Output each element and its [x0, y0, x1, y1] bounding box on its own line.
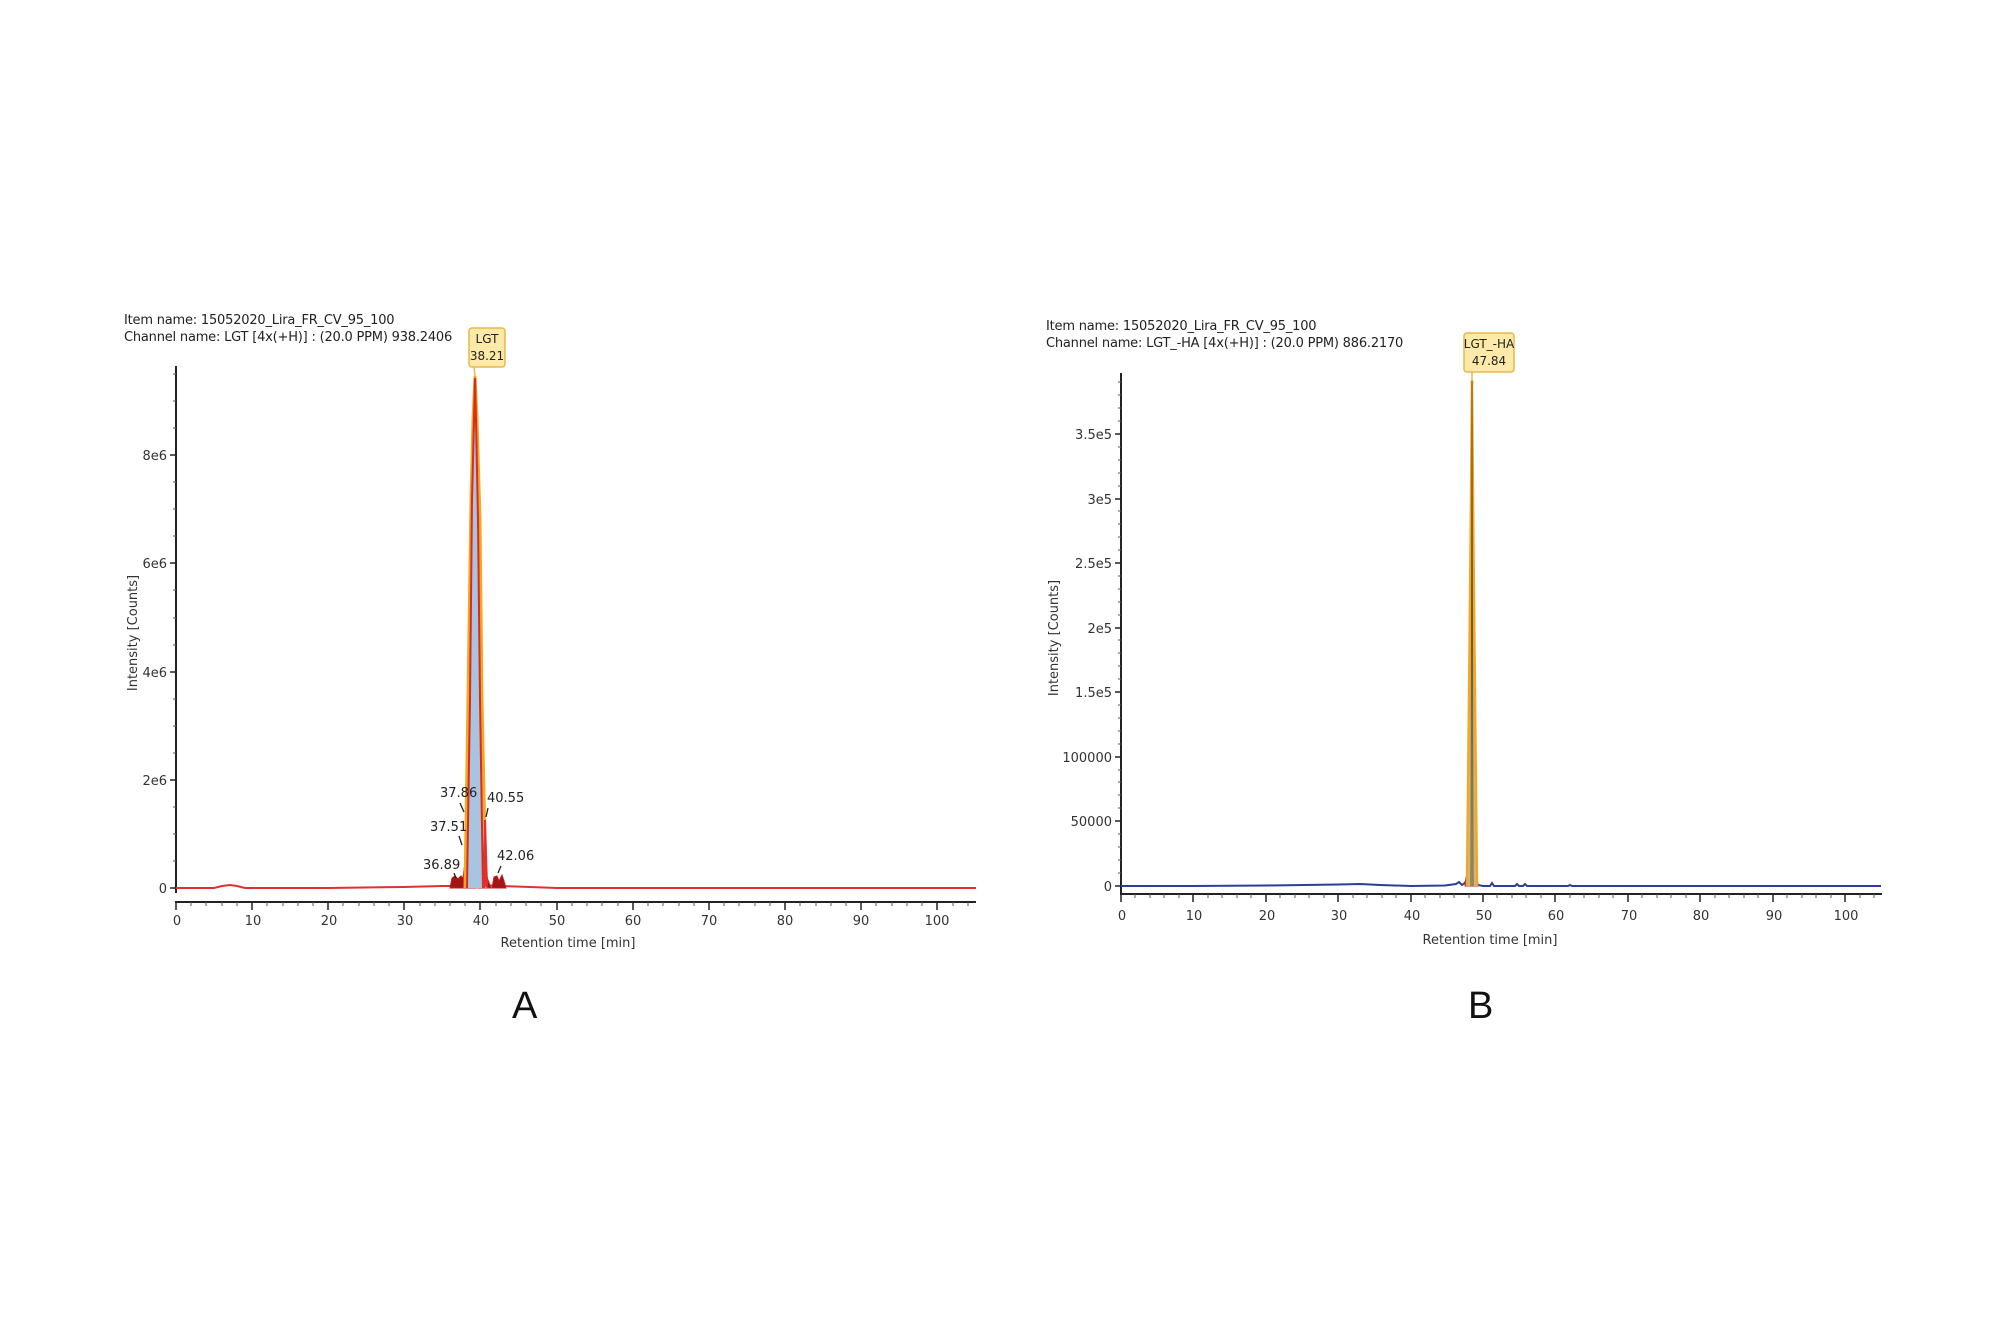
main-peak-fill-a: [466, 378, 484, 888]
peak-label-rt-b: 47.84: [1472, 354, 1506, 368]
ytick-8e6: 8e6: [142, 449, 167, 464]
svg-text:100: 100: [1834, 909, 1859, 924]
svg-text:90: 90: [853, 914, 870, 929]
peak-annotations-a: 37.86 37.51 40.55 36.89 42.06: [423, 786, 534, 879]
svg-text:10: 10: [245, 914, 262, 929]
x-axis-label-a: Retention time [min]: [501, 936, 636, 951]
item-name-b: Item name: 15052020_Lira_FR_CV_95_100: [1046, 319, 1317, 334]
svg-text:20: 20: [1259, 909, 1276, 924]
svg-text:80: 80: [1693, 909, 1710, 924]
peak-label-rt-a: 38.21: [470, 349, 504, 363]
svg-text:50: 50: [549, 914, 566, 929]
ytick-0: 0: [159, 882, 167, 897]
peak-label-name-a: LGT: [476, 332, 500, 346]
annotation-42-06: 42.06: [497, 849, 534, 864]
svg-text:20: 20: [321, 914, 338, 929]
svg-text:90: 90: [1766, 909, 1783, 924]
svg-text:60: 60: [625, 914, 642, 929]
svg-text:30: 30: [1331, 909, 1348, 924]
y-axis-label-b: Intensity [Counts]: [1047, 580, 1062, 696]
svg-text:80: 80: [777, 914, 794, 929]
channel-name-a: Channel name: LGT [4x(+H)] : (20.0 PPM) …: [124, 330, 453, 345]
svg-text:0: 0: [1104, 880, 1112, 895]
annotation-36-89: 36.89: [423, 858, 460, 873]
svg-text:50000: 50000: [1071, 815, 1112, 830]
svg-text:3e5: 3e5: [1087, 493, 1112, 508]
panel-letter-b: B: [1468, 985, 1494, 1027]
ytick-6e6: 6e6: [142, 557, 167, 572]
x-axis-a: 0 10 20 30 40 50 60 70 80 90 100: [173, 901, 976, 929]
annotation-37-51: 37.51: [430, 820, 467, 835]
annotation-37-86: 37.86: [440, 786, 477, 801]
x-axis-label-b: Retention time [min]: [1423, 933, 1558, 948]
svg-text:10: 10: [1186, 909, 1203, 924]
svg-text:0: 0: [173, 914, 181, 929]
svg-text:100: 100: [925, 914, 950, 929]
svg-text:2e5: 2e5: [1087, 622, 1112, 637]
svg-text:1.5e5: 1.5e5: [1075, 686, 1112, 701]
peak-label-name-b: LGT_-HA: [1464, 337, 1515, 351]
ytick-2e6: 2e6: [142, 774, 167, 789]
svg-text:30: 30: [397, 914, 414, 929]
item-name-a: Item name: 15052020_Lira_FR_CV_95_100: [124, 313, 395, 328]
svg-text:60: 60: [1548, 909, 1565, 924]
svg-text:3.5e5: 3.5e5: [1075, 428, 1112, 443]
y-axis-label-a: Intensity [Counts]: [126, 575, 141, 691]
svg-text:40: 40: [473, 914, 490, 929]
trace-b: [1121, 877, 1881, 888]
svg-text:70: 70: [701, 914, 718, 929]
svg-text:40: 40: [1404, 909, 1421, 924]
trace-a: [176, 883, 976, 889]
svg-text:0: 0: [1118, 909, 1126, 924]
x-axis-b: 0 10 20 30 40 50 60 70 80 90 100: [1118, 893, 1882, 924]
svg-text:50: 50: [1476, 909, 1493, 924]
panel-letter-a: A: [512, 985, 538, 1027]
peak-label-box-a: LGT 38.21: [468, 327, 506, 377]
svg-text:70: 70: [1621, 909, 1638, 924]
annotation-40-55: 40.55: [487, 791, 524, 806]
svg-text:100000: 100000: [1062, 751, 1112, 766]
svg-text:2.5e5: 2.5e5: [1075, 557, 1112, 572]
ytick-4e6: 4e6: [142, 666, 167, 681]
channel-name-b: Channel name: LGT_-HA [4x(+H)] : (20.0 P…: [1046, 336, 1404, 351]
y-axis-a: 0 2e6 4e6 6e6 8e6: [142, 366, 177, 897]
peak-label-box-b: LGT_-HA 47.84: [1463, 332, 1515, 381]
y-axis-b: 0 50000 100000 1.5e5 2e5 2.5e5 3e5 3.5e5: [1062, 373, 1122, 895]
